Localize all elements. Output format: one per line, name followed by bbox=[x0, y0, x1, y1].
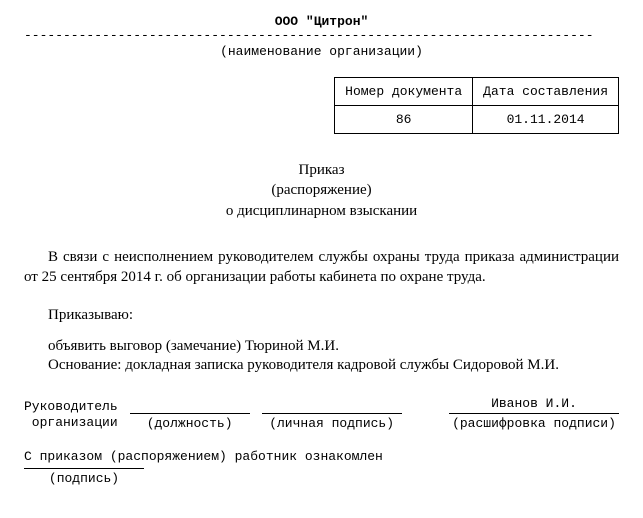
document-heading: Приказ (распоряжение) о дисциплинарном в… bbox=[24, 160, 619, 221]
org-name-caption: (наименование организации) bbox=[24, 44, 619, 59]
acknowledgement-signature-field: (подпись) bbox=[24, 468, 144, 486]
cell-doc-date: 01.11.2014 bbox=[473, 106, 619, 134]
position-caption: (должность) bbox=[130, 413, 250, 431]
divider-dashes: ----------------------------------------… bbox=[24, 29, 619, 42]
basis-line: Основание: докладная записка руководител… bbox=[24, 357, 619, 374]
leader-label-l1: Руководитель bbox=[24, 399, 118, 414]
table-row: Номер документа Дата составления bbox=[335, 78, 619, 106]
signature-row: Руководитель организации (должность) (ли… bbox=[24, 396, 619, 431]
heading-line-2: (распоряжение) bbox=[24, 180, 619, 200]
col-header-doc-date: Дата составления bbox=[473, 78, 619, 106]
body-paragraph-text: В связи с неисполнением руководителем сл… bbox=[24, 247, 619, 288]
decoding-caption: (расшифровка подписи) bbox=[449, 413, 619, 431]
order-label: Приказываю: bbox=[24, 307, 619, 324]
leader-label: Руководитель организации bbox=[24, 399, 118, 432]
cell-doc-number: 86 bbox=[335, 106, 473, 134]
signature-block: Руководитель организации (должность) (ли… bbox=[24, 396, 619, 431]
document-info-table: Номер документа Дата составления 86 01.1… bbox=[334, 77, 619, 134]
heading-line-1: Приказ bbox=[24, 160, 619, 180]
personal-signature-caption: (личная подпись) bbox=[262, 413, 402, 431]
decoding-field: Иванов И.И. (расшифровка подписи) bbox=[449, 396, 619, 431]
col-header-doc-number: Номер документа bbox=[335, 78, 473, 106]
personal-signature-field: (личная подпись) bbox=[262, 396, 402, 431]
acknowledgement-text: С приказом (распоряжением) работник озна… bbox=[24, 449, 619, 464]
acknowledgement-caption: (подпись) bbox=[24, 468, 144, 486]
table-row: 86 01.11.2014 bbox=[335, 106, 619, 134]
position-field: (должность) bbox=[130, 396, 250, 431]
document-page: ООО "Цитрон" ---------------------------… bbox=[0, 0, 643, 506]
declare-line: объявить выговор (замечание) Тюриной М.И… bbox=[24, 338, 619, 355]
leader-label-l2: организации bbox=[24, 415, 118, 430]
decoding-value: Иванов И.И. bbox=[449, 396, 619, 411]
heading-line-3: о дисциплинарном взыскании bbox=[24, 201, 619, 221]
body-paragraph: В связи с неисполнением руководителем сл… bbox=[24, 247, 619, 288]
org-name: ООО "Цитрон" bbox=[24, 14, 619, 29]
